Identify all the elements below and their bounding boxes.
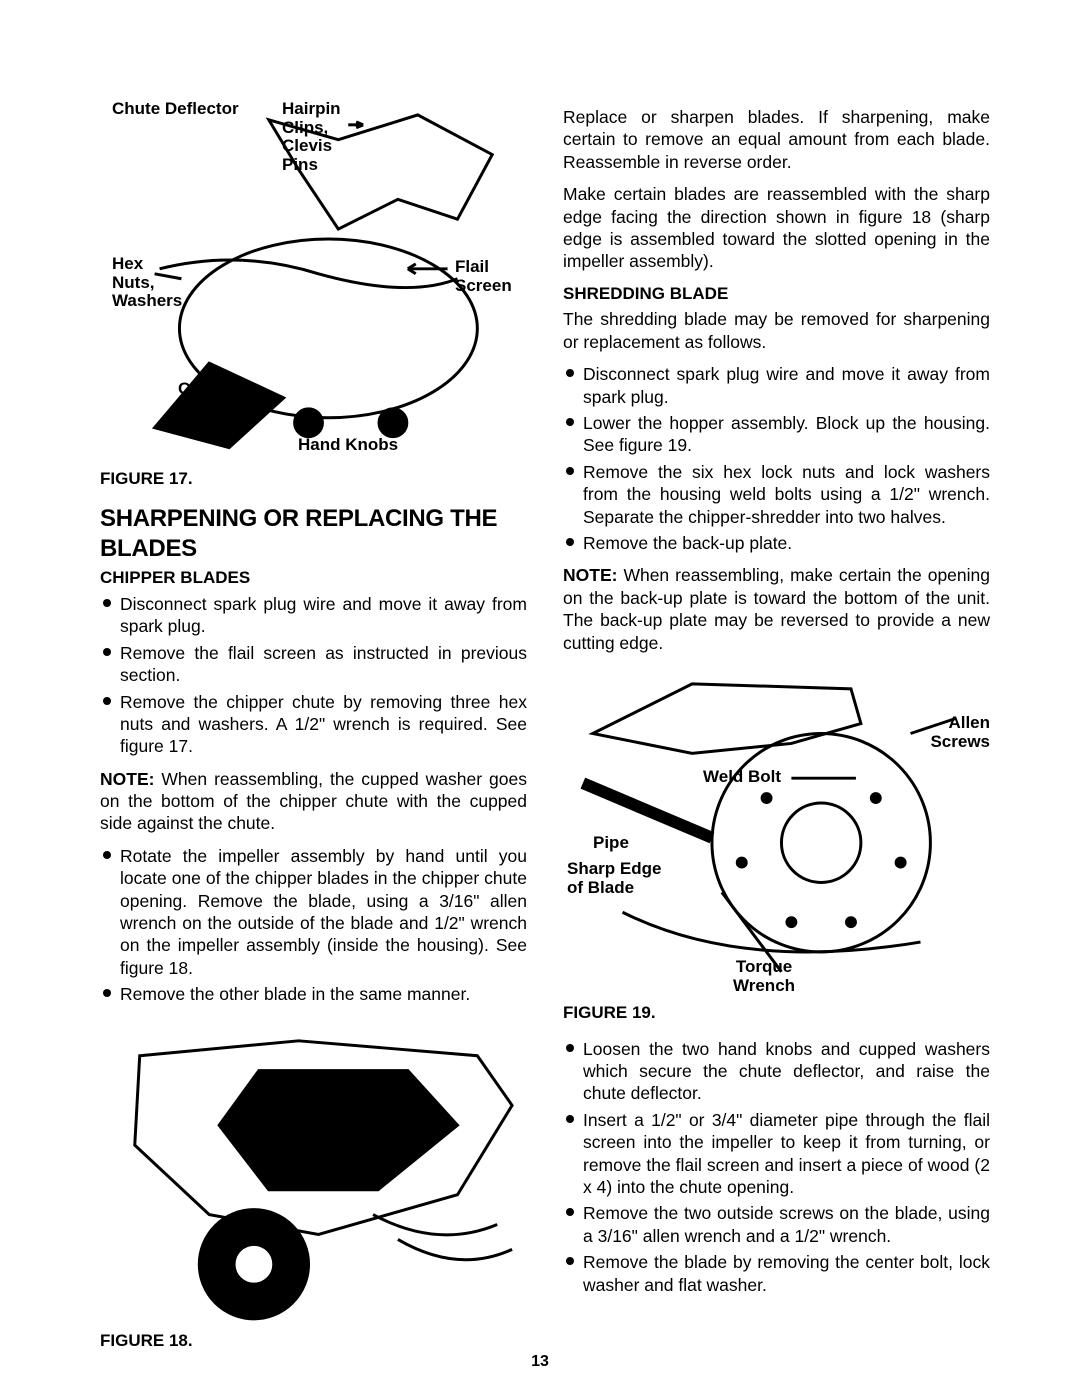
note-label: NOTE: — [100, 769, 154, 789]
list-item: Disconnect spark plug wire and move it a… — [563, 363, 990, 408]
figure-19-illustration — [563, 664, 990, 992]
figure-17: Chute Deflector Hairpin Clips, Clevis Pi… — [100, 100, 527, 460]
note-1: NOTE: When reassembling, the cupped wash… — [100, 768, 527, 835]
right-column: Replace or sharpen blades. If sharpening… — [563, 100, 990, 1365]
bullets-shredding-1: Disconnect spark plug wire and move it a… — [563, 363, 990, 554]
list-item: Lower the hopper assembly. Block up the … — [563, 412, 990, 457]
list-item: Remove the other blade in the same manne… — [100, 983, 527, 1005]
note-text: When reassembling, make certain the open… — [563, 565, 990, 652]
list-item: Insert a 1/2" or 3/4" diameter pipe thro… — [563, 1109, 990, 1199]
figure-19-caption: FIGURE 19. — [563, 1002, 990, 1024]
label-hex-nuts-washers: Hex Nuts, Washers — [112, 255, 182, 311]
bullets-chipper-2: Rotate the impeller assembly by hand unt… — [100, 845, 527, 1006]
list-item: Remove the blade by removing the center … — [563, 1251, 990, 1296]
figure-18-illustration — [100, 1016, 527, 1324]
two-column-layout: Chute Deflector Hairpin Clips, Clevis Pi… — [100, 100, 990, 1365]
subhead-shredding-blade: SHREDDING BLADE — [563, 283, 990, 305]
list-item: Remove the two outside screws on the bla… — [563, 1202, 990, 1247]
section-title: SHARPENING OR REPLACING THE BLADES — [100, 504, 527, 565]
list-item: Remove the flail screen as instructed in… — [100, 642, 527, 687]
label-torque-wrench: Torque Wrench — [733, 958, 795, 995]
label-hand-knobs: Hand Knobs — [298, 436, 398, 455]
list-item: Loosen the two hand knobs and cupped was… — [563, 1038, 990, 1105]
list-item: Disconnect spark plug wire and move it a… — [100, 593, 527, 638]
list-item: Remove the back-up plate. — [563, 532, 990, 554]
label-chute-deflector: Chute Deflector — [112, 100, 239, 119]
list-item: Remove the chipper chute by removing thr… — [100, 691, 527, 758]
list-item: Rotate the impeller assembly by hand unt… — [100, 845, 527, 979]
figure-17-caption: FIGURE 17. — [100, 468, 527, 490]
figure-19: Allen Screws Weld Bolt Pipe Sharp Edge o… — [563, 664, 990, 994]
list-item: Remove the six hex lock nuts and lock wa… — [563, 461, 990, 528]
bullets-shredding-2: Loosen the two hand knobs and cupped was… — [563, 1038, 990, 1296]
page-number: 13 — [531, 1353, 549, 1371]
label-sharp-edge: Sharp Edge of Blade — [567, 860, 661, 897]
para-replace-sharpen: Replace or sharpen blades. If sharpening… — [563, 106, 990, 173]
bullets-chipper-1: Disconnect spark plug wire and move it a… — [100, 593, 527, 758]
para-shredding-intro: The shredding blade may be removed for s… — [563, 308, 990, 353]
label-allen-screws: Allen Screws — [930, 714, 990, 751]
para-reassemble-direction: Make certain blades are reassembled with… — [563, 183, 990, 273]
note-text: When reassembling, the cupped washer goe… — [100, 769, 527, 834]
note-2: NOTE: When reassembling, make certain th… — [563, 564, 990, 654]
figure-18 — [100, 1016, 527, 1326]
left-column: Chute Deflector Hairpin Clips, Clevis Pi… — [100, 100, 527, 1365]
label-pipe: Pipe — [593, 834, 629, 853]
note-label: NOTE: — [563, 565, 617, 585]
label-hairpin: Hairpin Clips, Clevis Pins — [282, 100, 341, 175]
subhead-chipper-blades: CHIPPER BLADES — [100, 567, 527, 589]
label-chipper-chute: Chipper Chute — [178, 380, 242, 417]
label-weld-bolt: Weld Bolt — [703, 768, 781, 787]
label-flail-screen: Flail Screen — [455, 258, 512, 295]
figure-18-caption: FIGURE 18. — [100, 1330, 527, 1352]
